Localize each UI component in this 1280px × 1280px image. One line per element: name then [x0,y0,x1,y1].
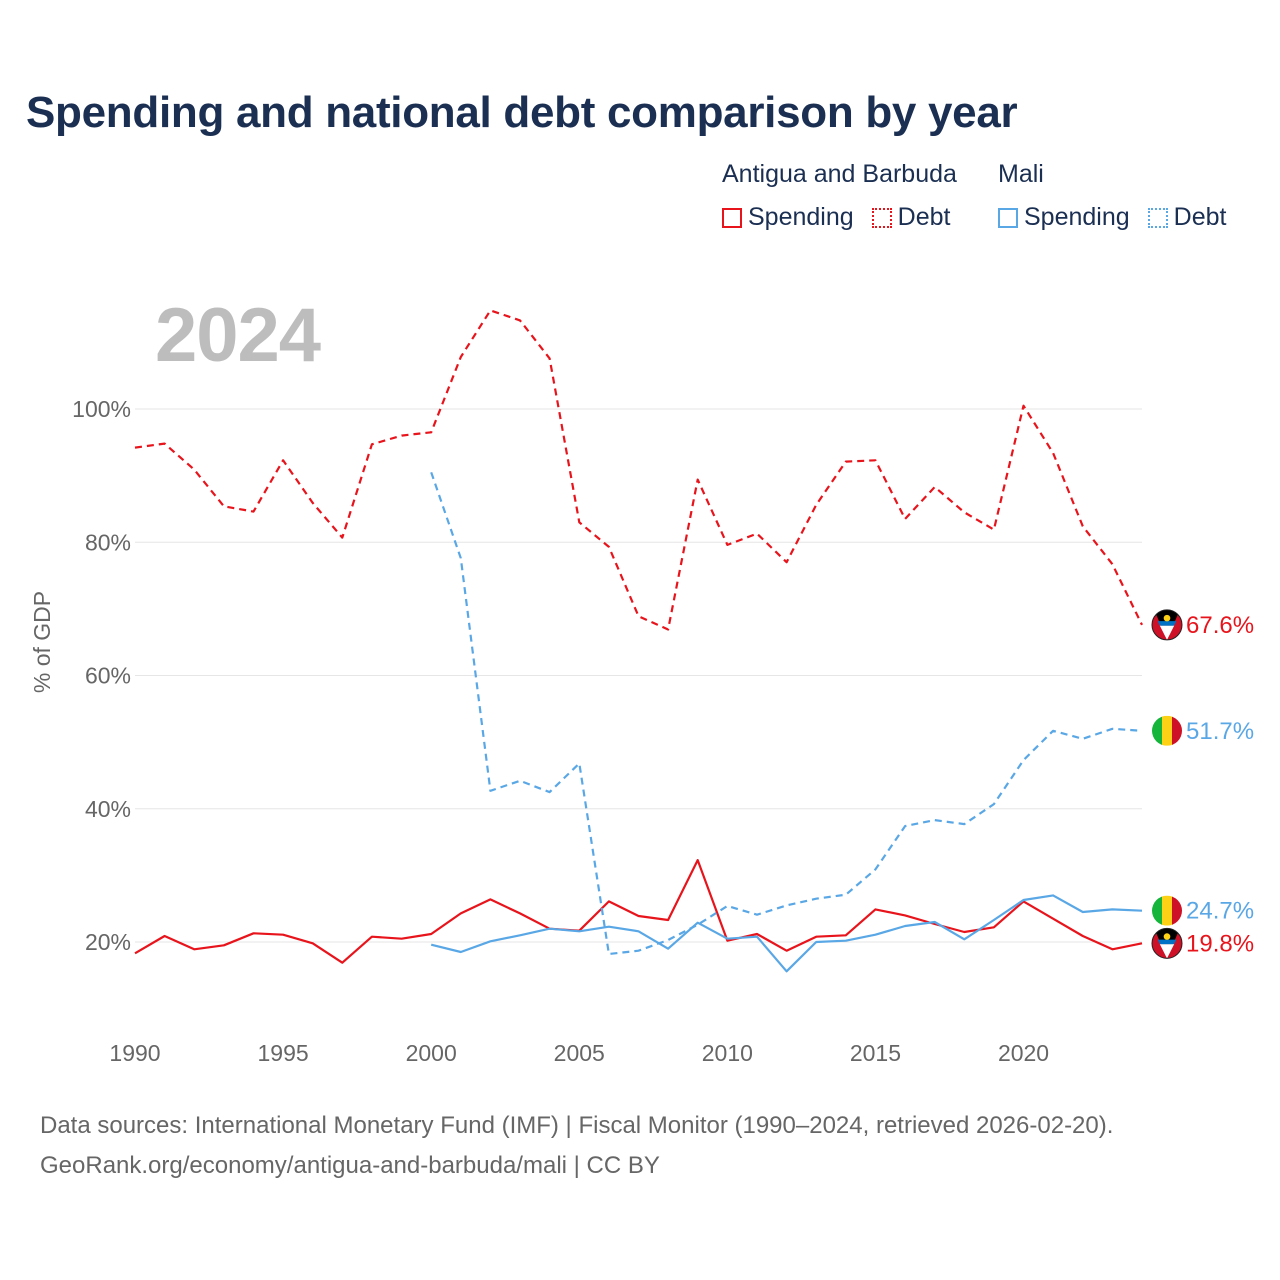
x-tick-label: 2000 [406,1040,457,1066]
legend-swatch [871,207,892,228]
x-tick-label: 2005 [554,1040,605,1066]
legend-item-antigua-debt[interactable]: Debt [871,203,951,232]
legend-group-antigua: Antigua and Barbuda Spending Debt [722,160,957,232]
y-tick-label: 100% [72,396,131,422]
y-tick-label: 40% [85,796,131,822]
series-line-antigua-and-barbuda-spending [134,858,1143,964]
legend-label: Debt [1173,203,1227,231]
attribution-note: GeoRank.org/economy/antigua-and-barbuda/… [40,1152,660,1179]
legend-label: Spending [748,203,854,231]
end-value-label: 19.8% [1186,930,1254,957]
x-tick-label: 2015 [850,1040,901,1066]
legend-swatch [1147,207,1168,228]
mali-flag-icon [1152,895,1182,926]
current-year-label: 2024 [155,293,321,378]
x-tick-label: 1990 [109,1040,160,1066]
antigua-flag-icon [1151,927,1183,959]
series-line-antigua-and-barbuda-debt [134,309,1143,631]
legend-group-title: Antigua and Barbuda [722,160,957,188]
data-source-note: Data sources: International Monetary Fun… [40,1112,1114,1139]
x-tick-label: 2020 [998,1040,1049,1066]
end-value-label: 24.7% [1186,898,1254,925]
y-tick-label: 20% [85,929,131,955]
end-value-label: 51.7% [1186,718,1254,745]
antigua-flag-icon [1151,609,1183,641]
legend-group-mali: Mali Spending Debt [998,160,1226,232]
series-line-mali-debt [430,471,1143,956]
legend-item-antigua-spending[interactable]: Spending [722,203,854,232]
legend-item-mali-spending[interactable]: Spending [998,203,1130,232]
series-line-mali-spending [430,894,1143,973]
legend-swatch [998,207,1018,228]
line-chart: 20% 40% 60% 80% 100% 1990 1995 2000 2005 2010 2015… [29,309,1254,1066]
legend-item-mali-debt[interactable]: Debt [1147,203,1227,232]
mali-flag-icon [1152,715,1182,746]
x-tick-label: 1995 [258,1040,309,1066]
y-tick-label: 60% [85,663,131,689]
x-tick-label: 2010 [702,1040,753,1066]
y-axis-title: % of GDP [29,591,55,693]
legend-swatch [722,207,742,228]
end-value-label: 67.6% [1186,612,1254,639]
legend-label: Spending [1024,203,1130,231]
legend-group-title: Mali [998,160,1044,188]
footer: Data sources: International Monetary Fun… [40,1106,1113,1186]
y-tick-label: 80% [85,529,131,555]
legend-label: Debt [897,203,951,231]
chart-title: Spending and national debt comparison by… [26,88,1018,137]
